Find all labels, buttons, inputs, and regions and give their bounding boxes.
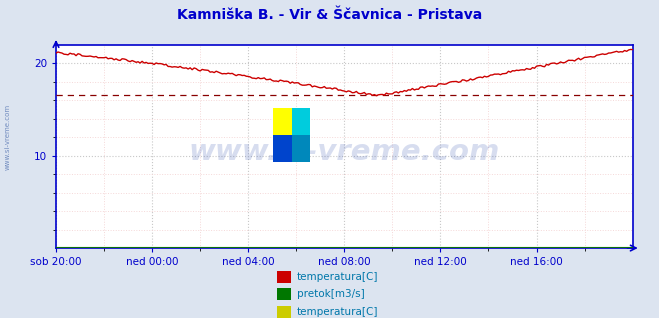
Text: www.si-vreme.com: www.si-vreme.com bbox=[5, 104, 11, 170]
Text: pretok[m3/s]: pretok[m3/s] bbox=[297, 289, 364, 299]
Text: Kamniška B. - Vir & Ščavnica - Pristava: Kamniška B. - Vir & Ščavnica - Pristava bbox=[177, 8, 482, 22]
Bar bbox=[273, 108, 291, 135]
Bar bbox=[273, 135, 291, 162]
Bar bbox=[291, 108, 310, 135]
Text: www.si-vreme.com: www.si-vreme.com bbox=[188, 138, 500, 166]
Bar bbox=[291, 135, 310, 162]
Text: temperatura[C]: temperatura[C] bbox=[297, 272, 378, 282]
Text: temperatura[C]: temperatura[C] bbox=[297, 307, 378, 317]
